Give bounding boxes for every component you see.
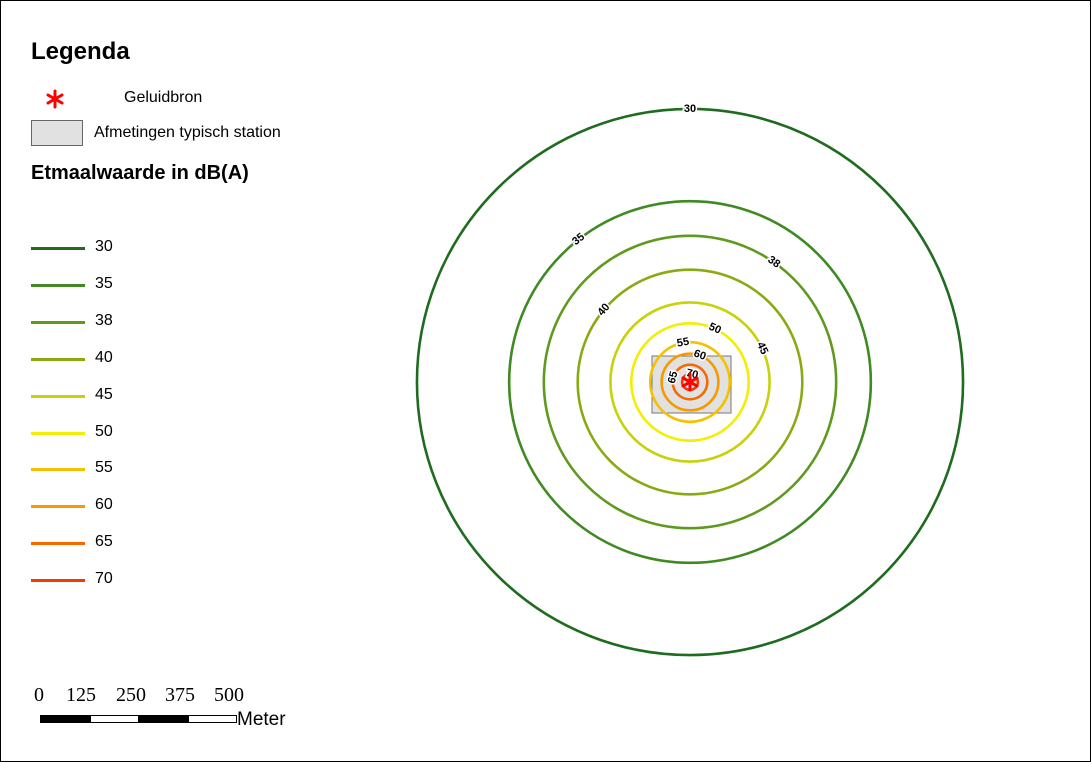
scale-tick-label: 0 xyxy=(34,684,44,706)
contour-label-55: 55 xyxy=(676,336,690,350)
legend-line-swatch xyxy=(31,394,85,398)
scale-tick-label: 500 xyxy=(214,684,244,706)
contour-label-65: 65 xyxy=(666,370,681,385)
legend-item-65: 65 xyxy=(31,533,231,553)
asterisk-icon xyxy=(46,89,64,109)
contour-label-45: 45 xyxy=(754,340,770,356)
legend-line-swatch xyxy=(31,357,85,361)
legend-source-label: Geluidbron xyxy=(124,89,203,106)
legend-line-swatch xyxy=(31,247,85,250)
legend-item-30: 30 xyxy=(31,238,231,258)
scale-unit: Meter xyxy=(237,709,286,730)
contour-40 xyxy=(576,268,804,496)
legend-station-label: Afmetingen typisch station xyxy=(94,124,281,141)
legend-line-swatch xyxy=(31,431,85,435)
sound-source-icon xyxy=(681,372,699,392)
contour-65 xyxy=(671,363,709,401)
legend-item-35: 35 xyxy=(31,275,231,295)
legend-item-label: 45 xyxy=(95,385,113,403)
legend-item-40: 40 xyxy=(31,349,231,369)
scale-segment xyxy=(139,715,188,723)
contour-50 xyxy=(629,321,751,443)
contour-60 xyxy=(660,352,720,412)
contour-38 xyxy=(542,234,838,530)
contour-35 xyxy=(507,199,873,565)
contour-label-30: 30 xyxy=(684,103,696,115)
contour-45 xyxy=(609,301,771,463)
scale-tick-label: 250 xyxy=(116,684,146,706)
legend-item-60: 60 xyxy=(31,496,231,516)
legend-title: Legenda xyxy=(31,38,130,65)
legend-line-swatch xyxy=(31,542,85,546)
legend-item-55: 55 xyxy=(31,459,231,479)
scale-segment xyxy=(188,715,237,723)
legend-line-swatch xyxy=(31,505,85,509)
legend-item-label: 50 xyxy=(95,422,113,440)
legend-item-45: 45 xyxy=(31,386,231,406)
legend-item-label: 40 xyxy=(95,348,113,366)
legend-item-70: 70 xyxy=(31,570,231,590)
legend-item-38: 38 xyxy=(31,312,231,332)
legend-line-swatch xyxy=(31,579,85,583)
legend-item-label: 38 xyxy=(95,311,113,329)
contour-label-50: 50 xyxy=(707,321,723,337)
legend-subtitle: Etmaalwaarde in dB(A) xyxy=(31,162,249,184)
station-swatch xyxy=(31,120,83,146)
legend-item-label: 60 xyxy=(95,496,113,514)
contour-label-60: 60 xyxy=(692,348,708,363)
legend-item-label: 30 xyxy=(95,238,113,255)
legend-item-label: 35 xyxy=(95,274,113,292)
legend-item-label: 65 xyxy=(95,533,113,551)
legend-item-50: 50 xyxy=(31,423,231,443)
scale-tick-label: 375 xyxy=(165,684,195,706)
scale-segment xyxy=(90,715,139,723)
contour-30 xyxy=(415,107,965,657)
legend-item-label: 70 xyxy=(95,570,113,588)
legend-line-swatch xyxy=(31,283,85,287)
contour-55 xyxy=(648,340,732,424)
scale-tick-label: 125 xyxy=(66,684,96,706)
legend-item-label: 55 xyxy=(95,459,113,477)
legend-line-swatch xyxy=(31,320,85,324)
scale-segment xyxy=(40,715,90,723)
legend-line-swatch xyxy=(31,468,85,472)
